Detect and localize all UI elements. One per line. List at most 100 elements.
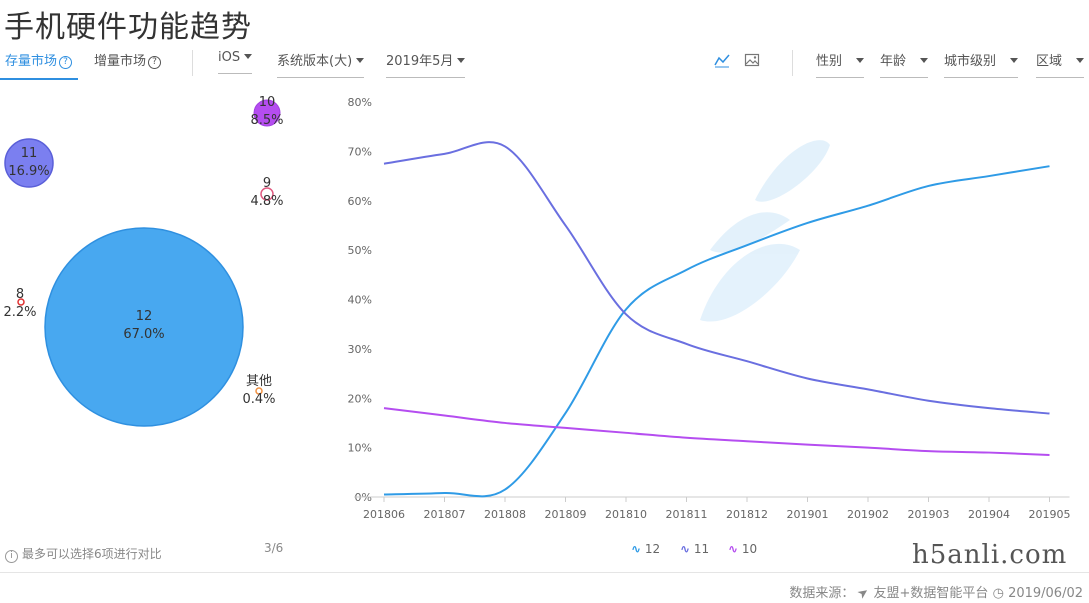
watermark-logo (700, 140, 830, 322)
y-tick-label: 80% (348, 96, 372, 109)
city-level-dropdown-label: 城市级别 (944, 54, 997, 69)
image-icon[interactable] (744, 52, 760, 68)
bubble-other[interactable] (255, 387, 263, 395)
x-tick-label: 201810 (605, 508, 647, 521)
legend-item-10[interactable]: ∿ 10 (728, 542, 757, 556)
bubble-11[interactable] (4, 138, 54, 188)
os-dropdown-label: iOS (218, 50, 241, 65)
help-icon[interactable]: ? (59, 56, 73, 69)
bubble-label-10: 10 8.5% (247, 94, 287, 130)
caret-down-icon (457, 58, 466, 63)
bubble-label-other: 其他 0.4% (239, 373, 279, 409)
age-dropdown[interactable]: 年龄 (880, 50, 929, 78)
plane-logo-icon: ➤ (855, 584, 873, 603)
series-line-11[interactable] (383, 141, 1050, 415)
gender-dropdown[interactable]: 性别 (816, 50, 865, 78)
y-tick-label: 50% (348, 244, 372, 257)
x-tick-label: 201905 (1029, 508, 1071, 521)
source-date: 2019/06/02 (1008, 586, 1083, 601)
pager: 3/6 (264, 541, 284, 555)
legend-item-11[interactable]: ∿ 11 (680, 542, 709, 556)
x-tick-label: 201807 (424, 508, 466, 521)
month-dropdown[interactable]: 2019年5月 (386, 50, 466, 78)
version-dropdown-label: 系统版本(大) (277, 54, 353, 69)
page-title: 手机硬件功能趋势 (4, 10, 252, 45)
clock-icon: ◷ (992, 586, 1004, 601)
x-tick-label: 201902 (847, 508, 889, 521)
tab-incremental-label: 增量市场 (94, 54, 147, 69)
divider (192, 50, 193, 76)
x-tick-label: 201811 (666, 508, 708, 521)
caret-down-icon (1010, 58, 1019, 63)
x-tick-label: 201808 (484, 508, 526, 521)
caret-down-icon (1076, 58, 1085, 63)
logo-shape (700, 243, 800, 322)
bubble-label-8: 8 2.2% (0, 286, 40, 322)
os-dropdown[interactable]: iOS (218, 50, 253, 74)
selection-note-text: 最多可以选择6项进行对比 (22, 547, 162, 561)
active-tab-indicator (0, 78, 78, 80)
tab-stock-market[interactable]: 存量市场? (5, 50, 73, 69)
legend-label: 12 (644, 542, 661, 556)
divider (792, 50, 793, 76)
y-tick-label: 60% (348, 195, 372, 208)
bubble-9[interactable] (260, 187, 274, 201)
series-line-12[interactable] (383, 165, 1050, 498)
version-dropdown[interactable]: 系统版本(大) (277, 50, 365, 78)
legend-label: 11 (693, 542, 710, 556)
caret-down-icon (244, 54, 253, 59)
bubble-label-11: 11 16.9% (4, 145, 54, 181)
bubble-12[interactable] (44, 227, 244, 427)
gender-dropdown-label: 性别 (816, 54, 843, 69)
y-tick-label: 70% (348, 145, 372, 158)
y-tick-label: 40% (348, 294, 372, 307)
y-tick-label: 20% (348, 392, 372, 405)
bubble-pct: 16.9% (8, 164, 50, 179)
x-tick-label: 201809 (545, 508, 587, 521)
bubble-name: 8 (15, 287, 25, 302)
source-label: 数据来源： (789, 586, 855, 601)
x-tick-label: 201812 (726, 508, 768, 521)
legend-label: 10 (741, 542, 758, 556)
month-dropdown-label: 2019年5月 (386, 54, 454, 69)
region-dropdown-label: 区域 (1036, 54, 1063, 69)
y-tick-label: 30% (348, 343, 372, 356)
caret-down-icon (856, 58, 865, 63)
series-line-10[interactable] (383, 407, 1050, 457)
region-dropdown[interactable]: 区域 (1036, 50, 1085, 78)
bubble-pct: 8.5% (250, 113, 284, 128)
wave-icon: ∿ (728, 542, 739, 556)
bubble-pct: 4.8% (250, 194, 284, 209)
help-icon[interactable]: ? (148, 56, 162, 69)
bubble-name: 9 (262, 176, 272, 191)
footer-divider (0, 572, 1089, 573)
bubble-name: 其他 (245, 374, 272, 389)
selection-note: i 最多可以选择6项进行对比 (5, 545, 162, 563)
bubble-label-12: 12 67.0% (114, 308, 174, 344)
legend-item-12[interactable]: ∿ 12 (631, 542, 660, 556)
bubble-name: 11 (20, 146, 38, 161)
bubble-chart (4, 99, 281, 427)
data-source: 数据来源： ➤ 友盟+数据智能平台 ◷ 2019/06/02 (789, 582, 1083, 603)
x-tick-label: 201904 (968, 508, 1010, 521)
caret-down-icon (920, 58, 929, 63)
age-dropdown-label: 年龄 (880, 54, 907, 69)
bubble-8[interactable] (17, 298, 25, 306)
x-tick-label: 201903 (908, 508, 950, 521)
line-chart: 0%10%20%30%40%50%60%70%80% 201806 201807 2… (348, 96, 1071, 521)
info-icon: i (5, 550, 18, 563)
line-chart-icon[interactable] (714, 52, 730, 68)
logo-shape (710, 212, 790, 253)
y-tick-label: 10% (348, 442, 372, 455)
bubble-name: 12 (135, 309, 153, 324)
bubble-pct: 0.4% (242, 392, 276, 407)
tab-stock-label: 存量市场 (5, 54, 58, 69)
bubble-10[interactable] (253, 99, 281, 127)
bubble-pct: 67.0% (123, 327, 165, 342)
city-level-dropdown[interactable]: 城市级别 (944, 50, 1019, 78)
platform-name: 友盟+数据智能平台 (873, 586, 989, 601)
x-tick-label: 201901 (787, 508, 829, 521)
tab-incremental-market[interactable]: 增量市场? (94, 50, 162, 69)
bubble-label-9: 9 4.8% (247, 175, 287, 211)
x-tick-label: 201806 (363, 508, 405, 521)
